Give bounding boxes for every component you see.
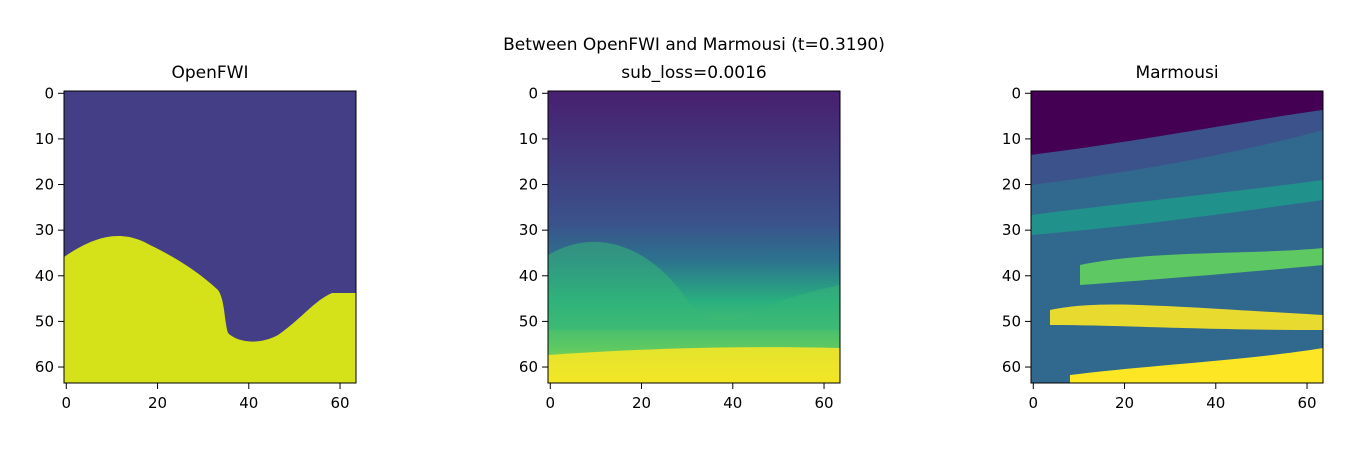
y-tick-label: 60	[1002, 358, 1021, 376]
x-tick-label: 20	[1115, 394, 1134, 412]
panel-sub-loss: sub_loss=0.0016 0 20 40 60 0 10 20 30 40 50 60	[519, 63, 841, 412]
y-tick-label: 10	[519, 130, 538, 148]
x-tick-label: 20	[632, 394, 651, 412]
x-axis: 0 20 40 60	[62, 383, 350, 412]
y-axis: 0 10 20 30 40 50 60	[519, 84, 548, 376]
panel-title: OpenFWI	[171, 63, 248, 83]
axes-frame	[547, 90, 841, 384]
y-tick-label: 50	[35, 312, 54, 330]
y-tick-label: 50	[1002, 312, 1021, 330]
y-tick-label: 40	[35, 267, 54, 285]
panel-openfwi: OpenFWI 0 20 40 60 0 10 20 30 40 50 60	[35, 63, 357, 412]
y-tick-label: 0	[44, 84, 54, 102]
y-tick-label: 30	[1002, 221, 1021, 239]
x-tick-label: 60	[814, 394, 833, 412]
panel-title: sub_loss=0.0016	[621, 63, 767, 83]
figure-suptitle: Between OpenFWI and Marmousi (t=0.3190)	[503, 35, 885, 55]
heatmap-image	[64, 91, 356, 383]
y-tick-label: 10	[35, 130, 54, 148]
gradient-field	[548, 91, 840, 383]
x-tick-label: 20	[148, 394, 167, 412]
x-tick-label: 60	[330, 394, 349, 412]
panel-marmousi: Marmousi 0 20 40 60 0 10 20 30 40 50 60	[1002, 63, 1324, 412]
x-tick-label: 0	[1029, 394, 1039, 412]
green-region	[548, 241, 840, 330]
bright-bottom-layer	[548, 347, 840, 383]
y-tick-label: 20	[1002, 176, 1021, 194]
heatmap-image	[548, 91, 840, 383]
y-tick-label: 30	[35, 221, 54, 239]
x-tick-label: 40	[239, 394, 258, 412]
y-tick-label: 40	[519, 267, 538, 285]
x-tick-label: 40	[723, 394, 742, 412]
axes-frame	[1030, 90, 1324, 384]
x-tick-label: 0	[546, 394, 556, 412]
x-tick-label: 40	[1206, 394, 1225, 412]
x-tick-label: 0	[62, 394, 72, 412]
band-layer	[1080, 248, 1323, 285]
y-axis: 0 10 20 30 40 50 60	[35, 84, 64, 376]
y-tick-label: 20	[519, 176, 538, 194]
x-axis: 0 20 40 60	[1029, 383, 1317, 412]
y-tick-label: 10	[1002, 130, 1021, 148]
panel-title: Marmousi	[1135, 63, 1218, 83]
y-tick-label: 0	[1011, 84, 1021, 102]
y-axis: 0 10 20 30 40 50 60	[1002, 84, 1031, 376]
x-tick-label: 60	[1297, 394, 1316, 412]
heatmap-image	[1031, 91, 1323, 383]
y-tick-label: 60	[35, 358, 54, 376]
band-layer	[1050, 304, 1323, 330]
axes-frame	[63, 90, 357, 384]
y-tick-label: 50	[519, 312, 538, 330]
band-layer	[1031, 180, 1323, 235]
y-tick-label: 30	[519, 221, 538, 239]
bright-bottom-layer	[1070, 348, 1323, 383]
y-tick-label: 0	[528, 84, 538, 102]
y-tick-label: 20	[35, 176, 54, 194]
y-tick-label: 60	[519, 358, 538, 376]
top-dark-layer	[1031, 91, 1323, 155]
band-layer	[1031, 110, 1323, 185]
x-axis: 0 20 40 60	[546, 383, 834, 412]
high-velocity-layer	[64, 235, 356, 383]
y-tick-label: 40	[1002, 267, 1021, 285]
